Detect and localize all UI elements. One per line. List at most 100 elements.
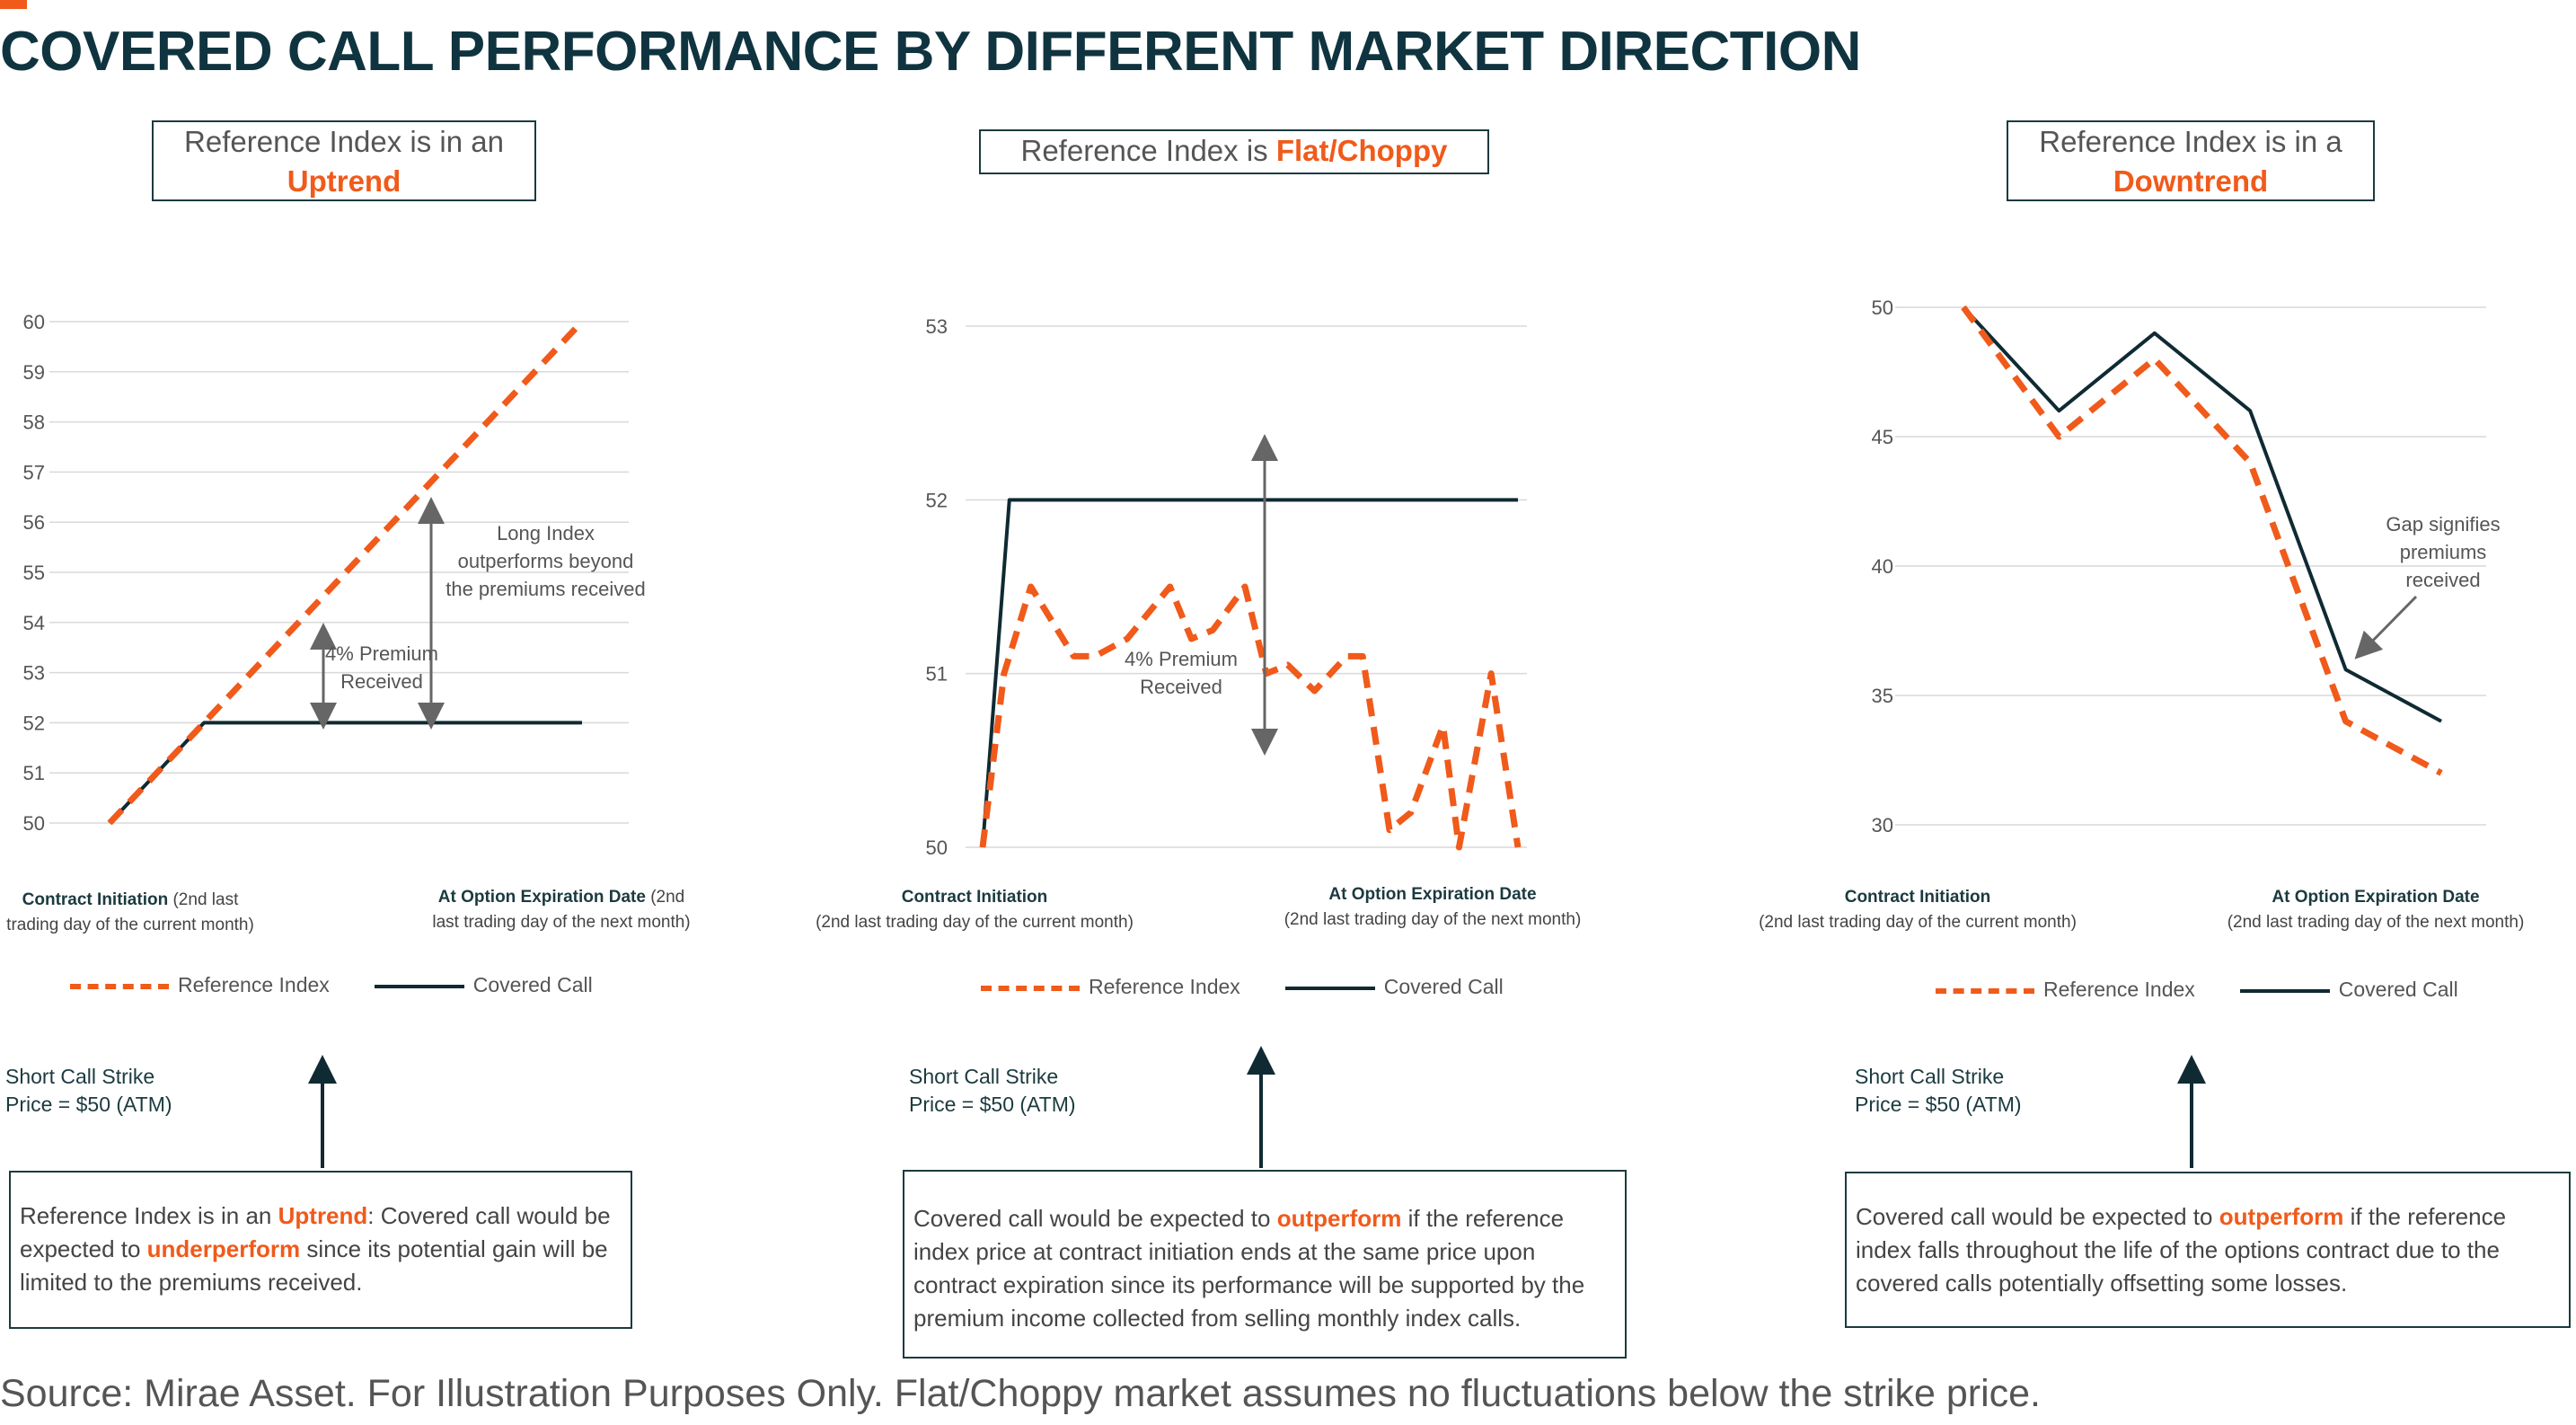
y-tick-label: 58	[23, 412, 45, 434]
legend-swatch-covered	[1284, 986, 1375, 990]
xlabel-rest: (2nd last	[168, 890, 239, 909]
y-tick-label: 53	[23, 662, 45, 685]
y-tick-label: 35	[1872, 685, 1893, 707]
annotation-line: 4% Premium	[1125, 648, 1238, 670]
legend-label-reference: Reference Index	[178, 973, 330, 996]
header-highlight: Uptrend	[287, 164, 401, 198]
strike-line: Price = $50 (ATM)	[909, 1093, 1076, 1116]
desc-text: if the reference index falls throughout …	[1856, 1203, 2507, 1297]
desc-text: Covered call would be expected to	[913, 1205, 1277, 1232]
xlabel-rest: (2nd	[645, 888, 685, 907]
xlabel-bold: At Option Expiration Date	[437, 888, 646, 907]
y-tick-label: 40	[1872, 555, 1893, 578]
desc-text: since its potential gain will be limited…	[20, 1235, 608, 1296]
strike-line: Short Call Strike	[5, 1065, 155, 1088]
header-highlight: Flat/Choppy	[1275, 134, 1448, 167]
header-prefix: Reference Index is in an	[184, 125, 504, 158]
xlabel-line2: (2nd last trading day of the current mon…	[1759, 913, 2077, 932]
header-highlight: Downtrend	[2113, 164, 2269, 198]
strike-label-1: Short Call Strike Price = $50 (ATM)	[5, 1063, 172, 1119]
annotation-line: Long Index	[497, 522, 595, 544]
desc-text: Covered call would be expected to	[1856, 1203, 2219, 1230]
xlabel-start-flat: Contract Initiation (2nd last trading da…	[804, 885, 1145, 935]
legend-swatch-covered	[374, 984, 464, 988]
reference-index-line	[979, 583, 1522, 851]
description-box-flat: Covered call would be expected to outper…	[903, 1170, 1627, 1359]
legend-label-covered: Covered Call	[1383, 975, 1504, 998]
y-tick-label: 50	[23, 812, 45, 835]
y-tick-label: 57	[23, 461, 45, 483]
y-tick-label: 51	[23, 762, 45, 784]
flat-choppy-chart: 50 51 52 53	[926, 315, 1527, 859]
desc-highlight: outperform	[2219, 1203, 2344, 1230]
reference-index-line	[1961, 305, 2443, 776]
legend-label-covered: Covered Call	[2338, 978, 2458, 1001]
strike-label-3: Short Call Strike Price = $50 (ATM)	[1855, 1063, 2022, 1119]
strike-line: Price = $50 (ATM)	[5, 1093, 172, 1116]
strike-line: Short Call Strike	[1855, 1065, 2005, 1088]
desc-text: Reference Index is in an	[20, 1202, 278, 1229]
xlabel-line2: (2nd last trading day of the current mon…	[816, 913, 1134, 932]
xlabel-bold: Contract Initiation	[1844, 888, 1991, 907]
legend-label-reference: Reference Index	[1089, 975, 1240, 998]
xlabel-end-flat: At Option Expiration Date (2nd last trad…	[1262, 882, 1603, 933]
annotation-line: received	[2405, 569, 2481, 591]
accent-bar	[0, 0, 27, 9]
y-tick-label: 45	[1872, 426, 1893, 448]
header-prefix: Reference Index is in a	[2039, 125, 2342, 158]
legend-swatch-covered	[2239, 988, 2330, 993]
header-box-flat: Reference Index is Flat/Choppy	[979, 129, 1489, 174]
legend-label-covered: Covered Call	[472, 973, 593, 996]
y-tick-label: 52	[926, 489, 948, 511]
y-tick-label: 53	[926, 315, 948, 338]
strike-line: Price = $50 (ATM)	[1855, 1093, 2022, 1116]
annotation-line: the premiums received	[446, 578, 646, 600]
legend-label-reference: Reference Index	[2043, 978, 2195, 1001]
xlabel-line2: last trading day of the next month)	[432, 913, 691, 932]
legend-swatch-reference	[1936, 987, 2034, 994]
legend-uptrend: Reference Index Covered Call	[70, 973, 638, 997]
xlabel-line2: (2nd last trading day of the next month)	[1284, 910, 1582, 929]
xlabel-start-downtrend: Contract Initiation (2nd last trading da…	[1747, 885, 2088, 935]
legend-downtrend: Reference Index Covered Call	[1936, 978, 2503, 1002]
annotation-long-index: Long Index outperforms beyond the premiu…	[431, 519, 660, 603]
desc-text: if the reference index price at contract…	[913, 1205, 1585, 1332]
header-box-uptrend: Reference Index is in an Uptrend	[152, 120, 536, 201]
legend-swatch-reference	[70, 983, 169, 989]
y-tick-label: 56	[23, 511, 45, 534]
xlabel-start-uptrend: Contract Initiation (2nd last trading da…	[0, 888, 260, 938]
covered-call-line	[981, 498, 1518, 848]
desc-highlight: underperform	[146, 1235, 301, 1262]
xlabel-bold: At Option Expiration Date	[2272, 888, 2480, 907]
header-prefix: Reference Index is	[1020, 134, 1276, 167]
strike-line: Short Call Strike	[909, 1065, 1059, 1088]
y-tick-label: 60	[23, 311, 45, 333]
xlabel-bold: At Option Expiration Date	[1328, 885, 1537, 904]
annotation-line: outperforms beyond	[457, 550, 634, 572]
strike-label-2: Short Call Strike Price = $50 (ATM)	[909, 1063, 1076, 1119]
xlabel-line2: trading day of the current month)	[6, 916, 254, 934]
annotation-premium-flat: 4% Premium Received	[1105, 645, 1257, 701]
y-tick-label: 59	[23, 361, 45, 384]
xlabel-line2: (2nd last trading day of the next month)	[2227, 913, 2525, 932]
covered-call-line	[1962, 305, 2442, 723]
xlabel-end-downtrend: At Option Expiration Date (2nd last trad…	[2205, 885, 2546, 935]
y-tick-label: 51	[926, 663, 948, 686]
y-tick-label: 55	[23, 562, 45, 584]
annotation-line: 4% Premium	[325, 642, 438, 665]
annotation-line: premiums	[2399, 541, 2487, 563]
annotation-line: Received	[1140, 676, 1222, 698]
xlabel-bold: Contract Initiation	[22, 890, 169, 909]
reference-index-line	[107, 319, 585, 826]
page-title: COVERED CALL PERFORMANCE BY DIFFERENT MA…	[0, 21, 1861, 83]
source-note: Source: Mirae Asset. For Illustration Pu…	[0, 1372, 2042, 1415]
downtrend-chart: 30 35 40 45 50	[1872, 297, 2486, 836]
xlabel-bold: Contract Initiation	[901, 888, 1048, 907]
gap-arrow-downtrend	[2354, 595, 2418, 659]
xlabel-end-uptrend: At Option Expiration Date (2nd last trad…	[422, 885, 701, 935]
legend-flat: Reference Index Covered Call	[981, 975, 1548, 999]
legend-swatch-reference	[981, 985, 1080, 991]
description-box-downtrend: Covered call would be expected to outper…	[1845, 1172, 2571, 1328]
annotation-premium-uptrend: 4% Premium Received	[305, 640, 458, 695]
uptrend-chart: 50 51 52 53 54 55 56 57 58 59 60	[23, 311, 629, 835]
